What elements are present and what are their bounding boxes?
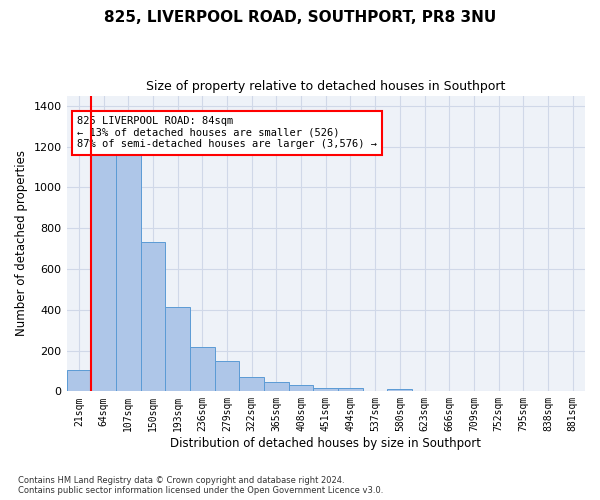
Bar — [388, 389, 412, 392]
Y-axis label: Number of detached properties: Number of detached properties — [15, 150, 28, 336]
Title: Size of property relative to detached houses in Southport: Size of property relative to detached ho… — [146, 80, 505, 93]
Bar — [215, 360, 239, 392]
Bar — [239, 377, 264, 392]
Bar — [264, 382, 289, 392]
Bar — [140, 242, 165, 392]
Text: 825, LIVERPOOL ROAD, SOUTHPORT, PR8 3NU: 825, LIVERPOOL ROAD, SOUTHPORT, PR8 3NU — [104, 10, 496, 25]
Bar — [165, 306, 190, 392]
Bar — [67, 370, 91, 392]
Bar — [289, 385, 313, 392]
Bar — [190, 348, 215, 392]
Bar — [91, 154, 116, 392]
X-axis label: Distribution of detached houses by size in Southport: Distribution of detached houses by size … — [170, 437, 481, 450]
Bar — [338, 388, 363, 392]
Bar — [116, 154, 140, 392]
Text: Contains HM Land Registry data © Crown copyright and database right 2024.
Contai: Contains HM Land Registry data © Crown c… — [18, 476, 383, 495]
Text: 825 LIVERPOOL ROAD: 84sqm
← 13% of detached houses are smaller (526)
87% of semi: 825 LIVERPOOL ROAD: 84sqm ← 13% of detac… — [77, 116, 377, 150]
Bar — [313, 388, 338, 392]
